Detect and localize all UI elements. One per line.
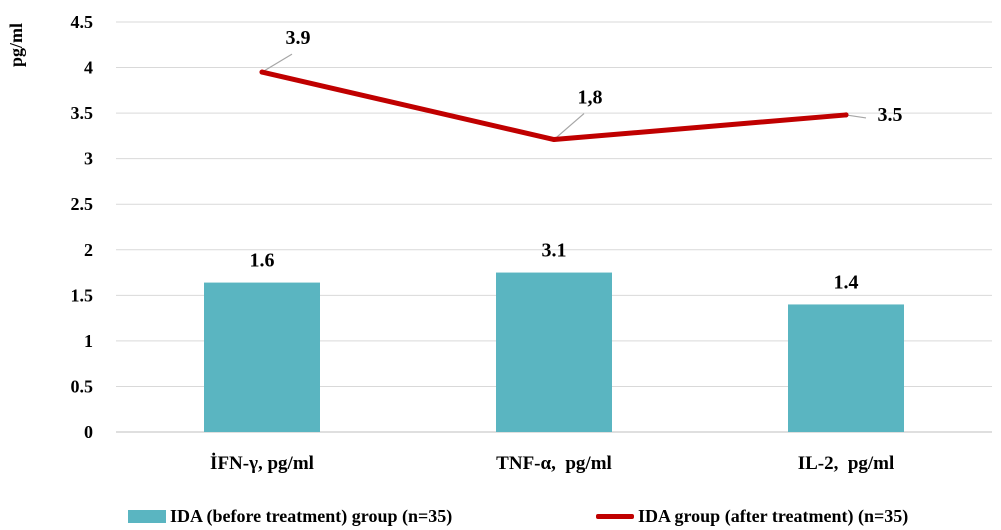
y-tick-label: 1.5: [71, 285, 94, 305]
y-tick-label: 0.5: [71, 376, 94, 396]
y-tick-label: 1: [84, 331, 93, 351]
y-tick-label: 3: [84, 149, 93, 169]
legend-label-after-treatment: IDA group (after treatment) (n=35): [638, 506, 909, 526]
bar: [788, 304, 904, 432]
data-labels: 1.6 3.1 1.4 3.9 1,8 3.5: [250, 27, 903, 293]
bar-data-label: 3.1: [542, 240, 567, 262]
x-category-label: TNF-α, pg/ml: [496, 453, 612, 474]
legend-line-swatch: [596, 514, 634, 519]
y-tick-label: 0: [84, 422, 93, 442]
x-axis-categories: İFN-γ, pg/ml TNF-α, pg/ml IL-2, pg/ml: [210, 453, 894, 474]
legend-item-before-treatment: IDA (before treatment) group (n=35): [128, 506, 452, 527]
bar-data-label: 1.6: [250, 250, 275, 272]
chart: 00.511.522.533.544.5 1.6 3.11.43.91,83.5 …: [6, 12, 992, 474]
line-data-label: 3.5: [878, 104, 903, 126]
bar-data-label: 1.4: [834, 271, 859, 293]
series-line: [259, 69, 849, 143]
y-tick-label: 4.5: [71, 12, 94, 32]
leader-lines: [261, 53, 867, 140]
y-axis-ticks: 0 0.5 1 1.5 2 2.5 3 3.5 4 4.5: [71, 12, 94, 442]
line-data-label: 1,8: [578, 87, 603, 109]
leader-line: [553, 113, 585, 140]
legend-item-after-treatment: IDA group (after treatment) (n=35): [596, 506, 908, 527]
legend-label-before-treatment: IDA (before treatment) group (n=35): [170, 506, 453, 526]
leader-line: [845, 114, 867, 119]
x-category-label: İFN-γ, pg/ml: [210, 453, 314, 474]
x-category-label: IL-2, pg/ml: [798, 453, 895, 474]
y-axis-label: pg/ml: [6, 23, 26, 67]
bar-series: [204, 272, 904, 432]
y-tick-label: 4: [84, 58, 93, 78]
line-point: [843, 112, 849, 118]
legend: IDA (before treatment) group (n=35) IDA …: [0, 506, 1001, 530]
bar: [204, 282, 320, 432]
bar: [496, 272, 612, 432]
leader-line: [261, 53, 293, 73]
y-tick-label: 2.5: [71, 194, 94, 214]
y-tick-label: 3.5: [71, 103, 94, 123]
line-series: [259, 69, 849, 143]
legend-bar-swatch: [128, 510, 166, 523]
line-point: [259, 69, 265, 75]
line-data-label: 3.9: [286, 27, 311, 49]
y-tick-label: 2: [84, 240, 93, 260]
line-point: [551, 137, 557, 143]
